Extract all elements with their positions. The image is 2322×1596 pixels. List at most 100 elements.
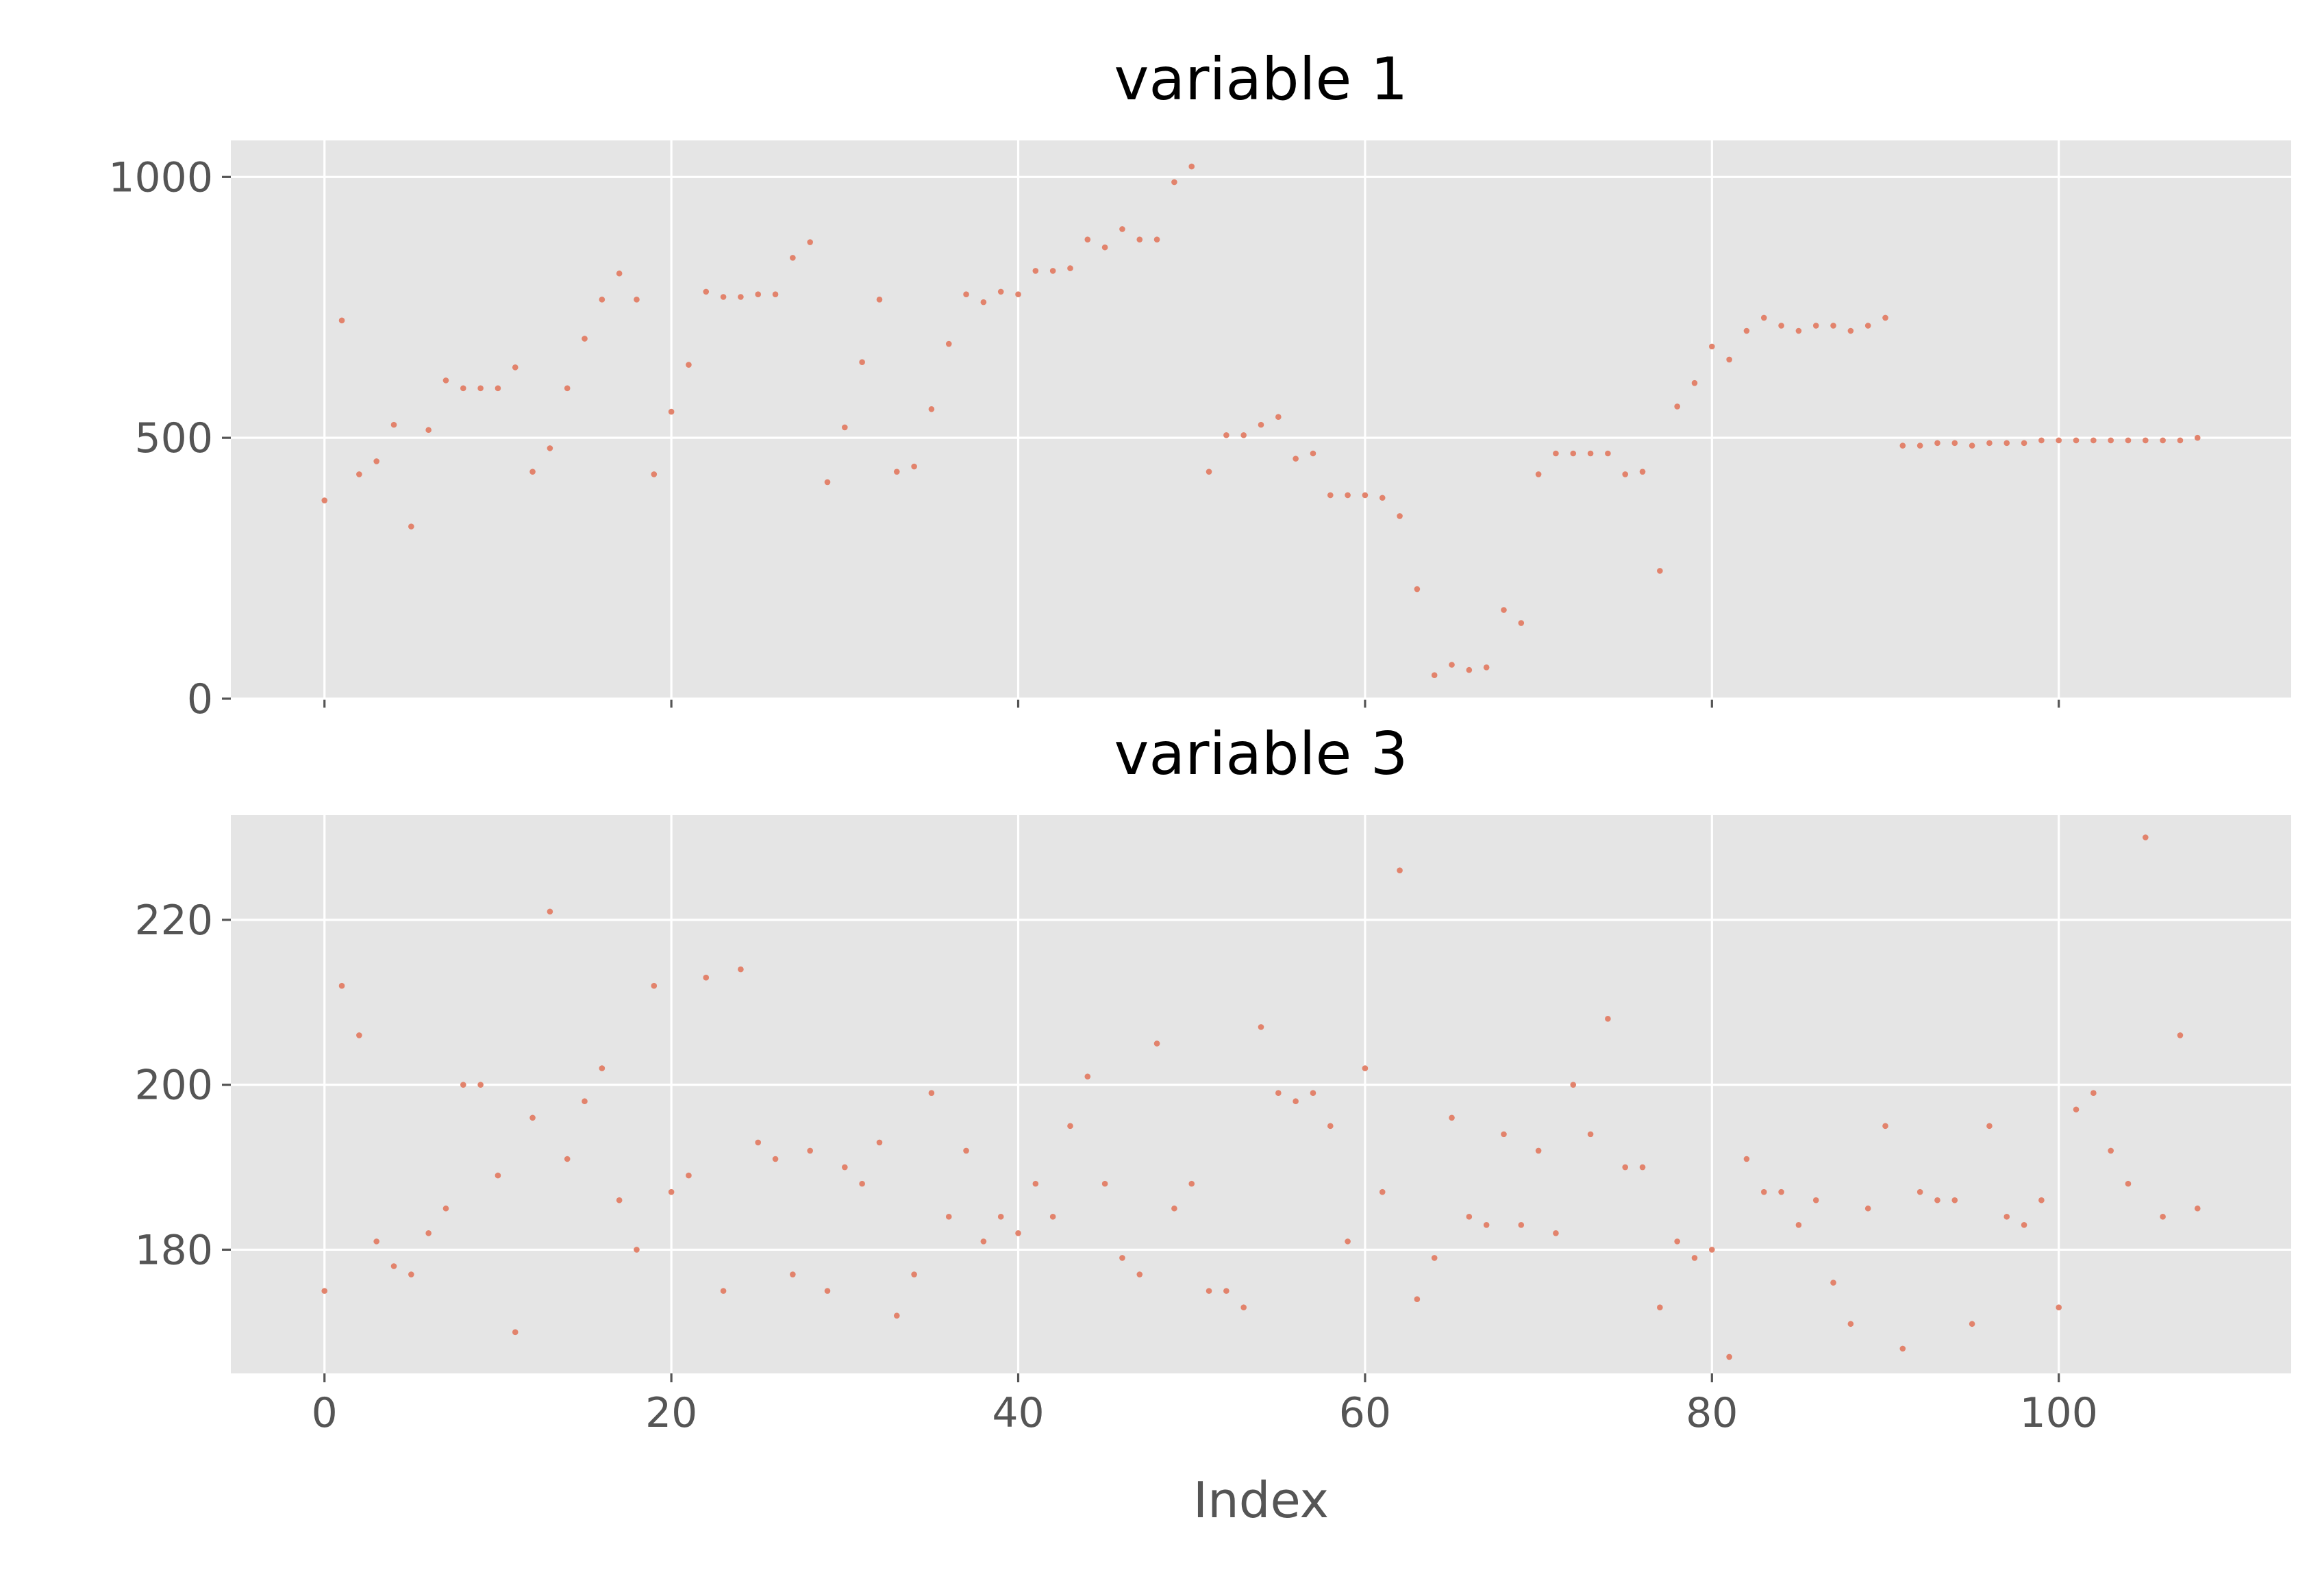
data-point bbox=[2177, 1032, 2184, 1038]
data-point bbox=[1397, 867, 1403, 873]
data-point bbox=[1535, 471, 1542, 477]
data-point bbox=[1535, 1147, 1542, 1154]
data-point bbox=[1310, 1090, 1316, 1096]
data-point bbox=[477, 1082, 484, 1088]
data-point bbox=[2143, 437, 2149, 444]
data-point bbox=[512, 1329, 519, 1336]
data-point bbox=[755, 291, 762, 297]
data-point bbox=[1431, 672, 1438, 679]
data-point bbox=[1882, 1123, 1888, 1130]
data-point bbox=[1258, 1024, 1264, 1030]
data-point bbox=[1136, 1271, 1143, 1277]
data-point bbox=[1449, 1114, 1455, 1121]
data-point bbox=[928, 406, 935, 412]
x-tick-label: 60 bbox=[1339, 1389, 1391, 1437]
data-point bbox=[1812, 1197, 1819, 1204]
data-point bbox=[616, 1197, 623, 1204]
data-point bbox=[1778, 323, 1784, 329]
data-point bbox=[703, 288, 710, 295]
data-point bbox=[1449, 662, 1455, 668]
data-point bbox=[1483, 664, 1490, 671]
data-point bbox=[408, 523, 414, 529]
data-point bbox=[321, 497, 328, 503]
data-point bbox=[2143, 834, 2149, 840]
data-point bbox=[1657, 1304, 1663, 1310]
data-point bbox=[408, 1271, 414, 1277]
data-point bbox=[616, 270, 623, 277]
subplot-variable-1: 0 500 1000 variable 1 bbox=[108, 45, 2291, 723]
data-point bbox=[1153, 236, 1160, 243]
data-point bbox=[1847, 1321, 1854, 1327]
data-point bbox=[425, 1230, 432, 1236]
data-point bbox=[1431, 1255, 1438, 1261]
data-point bbox=[634, 1247, 640, 1253]
data-point bbox=[425, 427, 432, 434]
x-tick-label: 20 bbox=[645, 1389, 697, 1437]
data-point bbox=[1015, 1230, 1021, 1236]
data-point bbox=[668, 408, 675, 415]
data-point bbox=[477, 385, 484, 392]
data-point bbox=[1639, 1164, 1646, 1171]
data-point bbox=[1743, 327, 1750, 334]
data-point bbox=[2108, 1147, 2114, 1154]
data-point bbox=[1345, 492, 1351, 499]
data-point bbox=[1553, 1230, 1559, 1236]
data-point bbox=[997, 288, 1004, 295]
data-point bbox=[755, 1139, 762, 1146]
data-point bbox=[1674, 403, 1680, 410]
data-point bbox=[1501, 607, 1507, 613]
data-point bbox=[1760, 1188, 1767, 1195]
data-point bbox=[1240, 432, 1247, 438]
data-point bbox=[1587, 1131, 1594, 1138]
data-point bbox=[2021, 440, 2027, 447]
data-point bbox=[1362, 1065, 1369, 1071]
data-point bbox=[1969, 442, 1975, 449]
data-point bbox=[1049, 1213, 1056, 1220]
data-point bbox=[460, 1082, 466, 1088]
data-point bbox=[1899, 442, 1906, 449]
data-point bbox=[1622, 1164, 1629, 1171]
data-point bbox=[963, 1147, 969, 1154]
data-point bbox=[1275, 414, 1282, 420]
data-point bbox=[547, 445, 553, 451]
data-point bbox=[1483, 1222, 1490, 1228]
data-point bbox=[1622, 471, 1629, 477]
data-point bbox=[1726, 356, 1732, 363]
data-point bbox=[1969, 1321, 1975, 1327]
data-point bbox=[703, 974, 710, 981]
data-point bbox=[1951, 1197, 1958, 1204]
data-points bbox=[321, 163, 2201, 679]
data-point bbox=[564, 1156, 571, 1162]
data-point bbox=[1847, 327, 1854, 334]
data-point bbox=[945, 1213, 952, 1220]
data-point bbox=[1049, 268, 1056, 274]
data-point bbox=[1986, 440, 1993, 447]
data-point bbox=[1518, 620, 1525, 626]
data-point bbox=[373, 458, 379, 464]
data-point bbox=[1362, 492, 1369, 499]
data-point bbox=[790, 1271, 796, 1277]
data-point bbox=[1119, 1255, 1125, 1261]
data-point bbox=[651, 471, 658, 477]
data-point bbox=[1188, 1180, 1195, 1187]
data-point bbox=[1414, 1296, 1421, 1302]
data-point bbox=[2125, 1180, 2132, 1187]
data-point bbox=[599, 1065, 606, 1071]
data-point bbox=[634, 297, 640, 303]
data-point bbox=[1171, 1205, 1177, 1212]
data-point bbox=[1379, 495, 1386, 501]
data-point bbox=[1345, 1238, 1351, 1245]
data-point bbox=[495, 1172, 501, 1179]
data-point bbox=[356, 1032, 362, 1038]
plot-area-background bbox=[231, 140, 2291, 699]
data-point bbox=[824, 1288, 831, 1294]
y-tick-label: 180 bbox=[134, 1226, 213, 1274]
panel-title: variable 1 bbox=[1114, 45, 1408, 114]
data-point bbox=[1032, 268, 1039, 274]
data-point bbox=[1067, 265, 1073, 271]
data-point bbox=[807, 239, 813, 245]
data-point bbox=[338, 317, 345, 324]
data-point bbox=[1934, 1197, 1940, 1204]
data-point bbox=[1864, 323, 1871, 329]
